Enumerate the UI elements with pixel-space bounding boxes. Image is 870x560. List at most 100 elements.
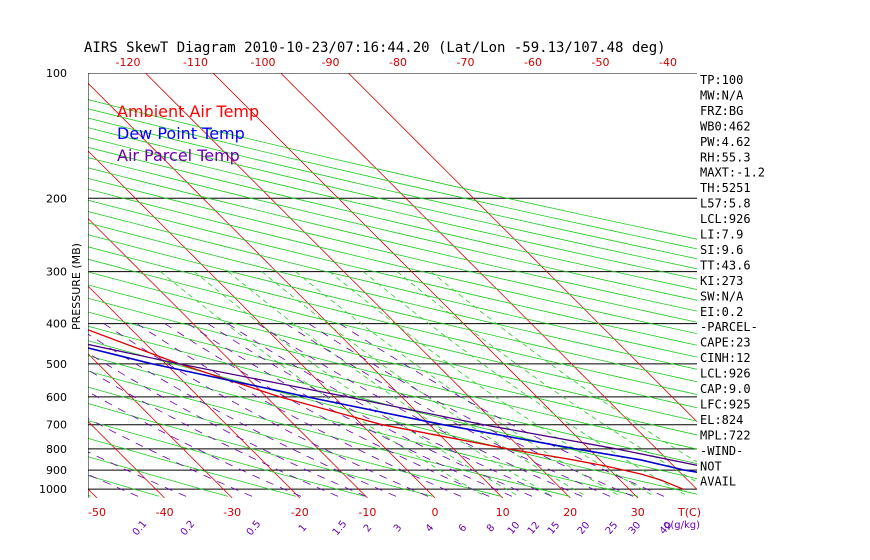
moist-adiabat-line [430, 271, 697, 463]
dry-adiabats [88, 99, 697, 497]
isotherm-line [88, 285, 301, 498]
mixing-ratio-label: 2 [362, 522, 375, 534]
mixing-ratio-label: 30 [627, 520, 644, 537]
mixing-ratio-label: 25 [604, 520, 621, 537]
mixing-ratio-line [136, 323, 466, 498]
moist-adiabat-line [396, 271, 697, 483]
side-index-label: EI:0.2 [700, 305, 743, 319]
dry-adiabat-line [88, 284, 697, 436]
isotherm-line [88, 420, 165, 498]
series-line-2 [88, 347, 697, 474]
mixing-ratio-label: 8 [485, 522, 498, 534]
dry-adiabat-line [88, 199, 697, 346]
dry-adiabat-line [88, 271, 697, 422]
pressure-tick-label: 300 [46, 266, 67, 279]
dry-adiabat-line [88, 297, 697, 450]
bottom-tick-label: -40 [156, 506, 174, 519]
dry-adiabat-line [88, 127, 697, 270]
pressure-tick-label: 900 [46, 464, 67, 477]
legend-entry: Dew Point Temp [117, 124, 245, 143]
pressure-tick-label: 400 [46, 318, 67, 331]
mixing-ratio-line [257, 323, 587, 498]
top-tick-label: -60 [524, 56, 542, 69]
legend-entry: Air Parcel Temp [117, 146, 240, 165]
side-index-label: L57:5.8 [700, 197, 751, 211]
side-index-label: SW:N/A [700, 289, 744, 303]
side-index-label: LI:7.9 [700, 228, 743, 242]
mixing-ratio-label: 0.1 [131, 519, 150, 538]
bottom-tick-label: 0 [432, 506, 439, 519]
dry-adiabat-line [88, 325, 697, 480]
side-index-label: MAXT:-1.2 [700, 166, 765, 180]
bottom-tick-label: -50 [88, 506, 106, 519]
side-index-label: EL:824 [700, 413, 743, 427]
dry-adiabat-line [88, 157, 697, 301]
bottom-tick-label: 20 [563, 506, 577, 519]
pressure-tick-label: 700 [46, 419, 67, 432]
side-index-label: TH:5251 [700, 181, 751, 195]
side-index-label: MPL:722 [700, 428, 751, 442]
dry-adiabat-line [88, 167, 697, 312]
dry-adiabat-line [88, 370, 570, 497]
pressure-tick-label: 800 [46, 443, 67, 456]
mixing-ratio-label: 3 [392, 522, 405, 534]
side-index-label: WB0:462 [700, 119, 751, 133]
dry-adiabat-line [88, 437, 297, 497]
mixing-ratio-line [88, 451, 191, 498]
dry-adiabat-line [88, 222, 697, 370]
mixing-ratio-line [207, 323, 537, 498]
dry-adiabat-line [88, 456, 228, 497]
isotherm-line [348, 73, 697, 423]
dry-adiabat-line [88, 177, 697, 323]
moist-adiabat-line [227, 271, 553, 497]
moist-adiabat-line [295, 271, 621, 497]
bottom-tick-label: 30 [631, 506, 645, 519]
side-index-label: CINH:12 [700, 351, 751, 365]
moist-adiabat-line [329, 271, 655, 497]
top-tick-label: -80 [389, 56, 407, 69]
side-index-label: NOT [700, 459, 722, 473]
side-index-label: LCL:926 [700, 212, 751, 226]
mixing-ratio-line [164, 323, 494, 498]
mixing-ratio-lines [88, 323, 669, 498]
side-index-label: MW:N/A [700, 88, 744, 102]
bottom-tick-label: -10 [358, 506, 376, 519]
dry-adiabat-line [88, 420, 365, 497]
side-index-label: AVAIL [700, 475, 736, 489]
isotherm-line [88, 217, 368, 498]
isotherm-line [88, 82, 504, 498]
top-tick-label: -50 [592, 56, 610, 69]
mixing-ratio-label: 15 [546, 520, 563, 537]
pressure-axis-ticks: 100 200 300 400 500 600 700 800 900 1000 [39, 67, 67, 496]
side-index-label: LFC:925 [700, 397, 751, 411]
pressure-tick-label: 200 [46, 192, 67, 205]
side-index-label: PW:4.62 [700, 135, 751, 149]
dry-adiabat-line [88, 246, 697, 395]
dry-adiabat-line [88, 188, 697, 335]
mixing-ratio-line [88, 352, 371, 498]
dry-adiabat-line [88, 117, 697, 260]
side-index-label: -PARCEL- [700, 320, 758, 334]
dry-adiabat-line [88, 137, 697, 280]
isotherm-line [88, 353, 233, 498]
moist-adiabat-line [261, 271, 587, 497]
side-index-label: SI:9.6 [700, 243, 743, 257]
mixing-ratio-line [308, 323, 638, 498]
sounding-series [88, 329, 697, 490]
bottom-tick-label: 10 [496, 506, 510, 519]
mixing-ratio-label: 6 [457, 522, 470, 534]
bottom-tick-label: -20 [291, 506, 309, 519]
dry-adiabat-line [88, 146, 697, 290]
mixing-ratio-label: 4 [424, 522, 437, 534]
plot-area [88, 73, 697, 498]
dry-adiabat-line [88, 234, 697, 383]
side-index-label: -WIND- [700, 444, 743, 458]
mixing-ratio-unit-label: q(g/kg) [664, 520, 700, 531]
side-index-label: TP:100 [700, 73, 743, 87]
y-axis-label: PRESSURE (MB) [70, 243, 83, 330]
mixing-ratio-line [187, 323, 517, 498]
dry-adiabat-line [88, 108, 697, 250]
mixing-ratio-label: 20 [576, 520, 593, 537]
side-index-label: CAP:9.0 [700, 382, 751, 396]
top-tick-label: -90 [322, 56, 340, 69]
